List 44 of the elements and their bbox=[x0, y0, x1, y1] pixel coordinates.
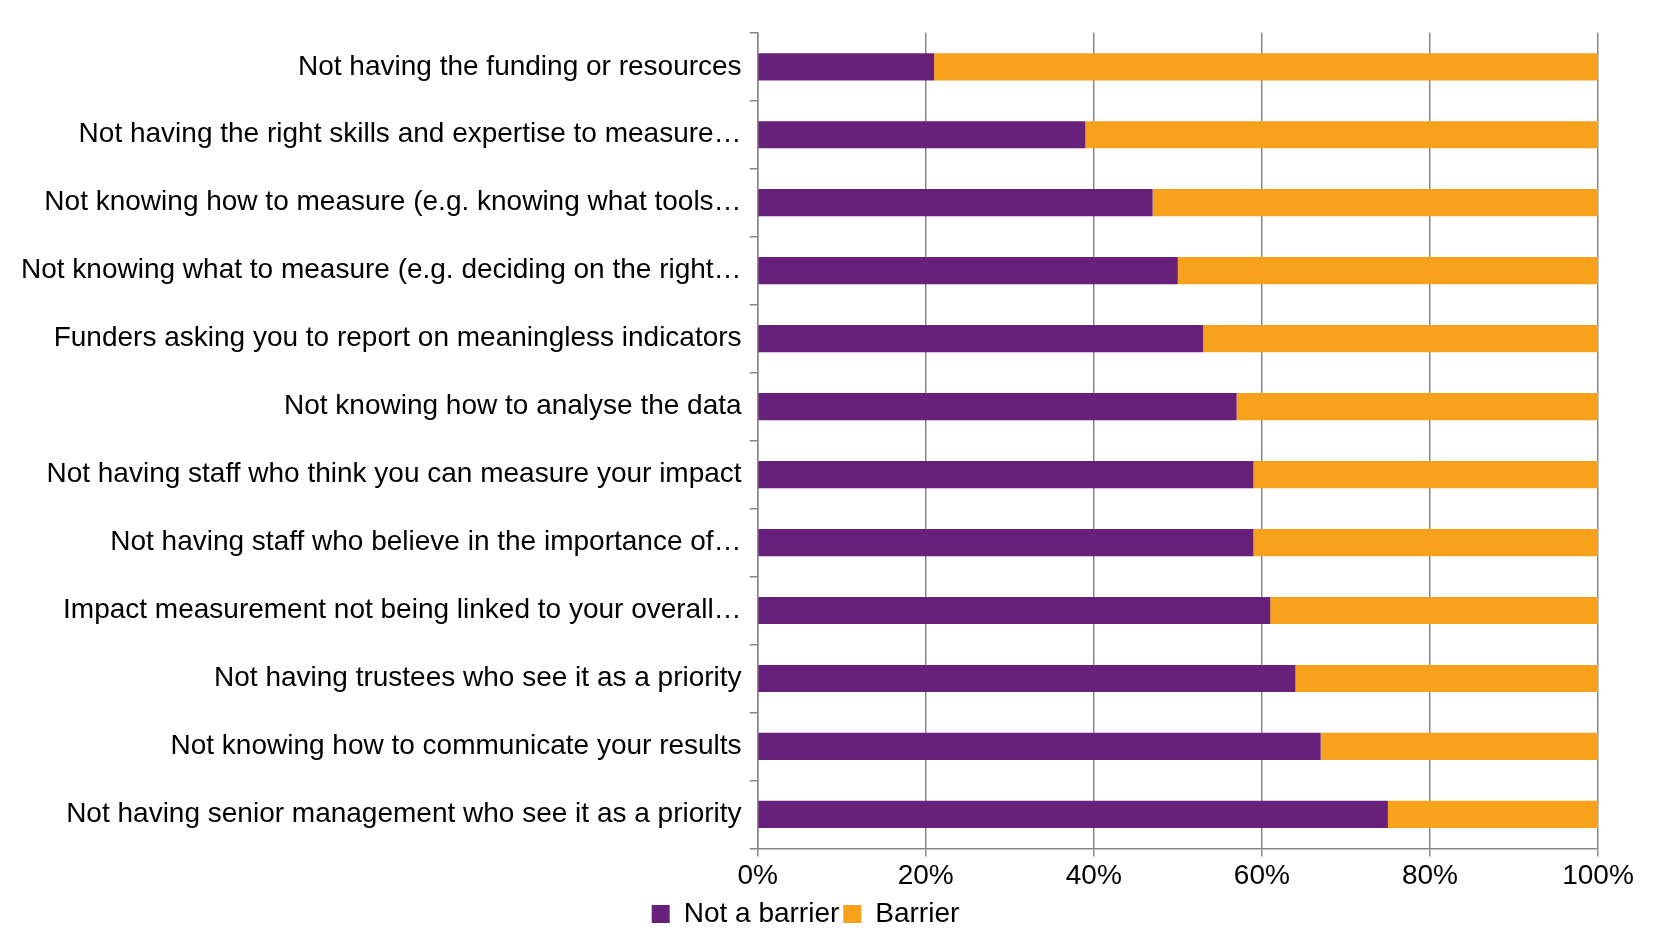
bar bbox=[758, 732, 1321, 761]
x-tick-label: 60% bbox=[1233, 858, 1290, 890]
bar bbox=[758, 393, 1237, 421]
y-tick-label: Impact measurement not being linked to your overall… bbox=[63, 593, 742, 625]
bar bbox=[1270, 596, 1598, 625]
y-tick-label: Not having trustees who see it as a priority bbox=[214, 661, 742, 693]
legend-label: Barrier bbox=[875, 896, 960, 928]
bar bbox=[758, 460, 1254, 489]
bar bbox=[1152, 189, 1598, 217]
bar bbox=[758, 325, 1204, 353]
bar bbox=[758, 257, 1178, 285]
y-tick-label: Not having the right skills and expertise to measure… bbox=[78, 117, 742, 149]
y-tick-label: Not knowing what to measure (e.g. deciding on the right… bbox=[20, 253, 742, 285]
bar bbox=[1295, 664, 1598, 693]
bar bbox=[758, 596, 1271, 625]
bar bbox=[1387, 800, 1598, 829]
bar bbox=[1253, 460, 1598, 489]
x-tick-label: 20% bbox=[897, 858, 954, 890]
bar bbox=[758, 800, 1388, 829]
y-tick-label: Not having senior management who see it as a priority bbox=[66, 797, 742, 829]
x-tick-label: 40% bbox=[1065, 858, 1122, 890]
bar bbox=[1177, 257, 1598, 285]
y-tick-label: Not knowing how to communicate your results bbox=[170, 729, 742, 761]
y-tick-label: Not having the funding or resources bbox=[298, 49, 742, 81]
x-tick-label: 0% bbox=[737, 858, 778, 890]
bar bbox=[1320, 732, 1598, 761]
bar bbox=[1085, 121, 1598, 149]
bar bbox=[1253, 528, 1598, 557]
y-tick-label: Not having staff who think you can measure your impact bbox=[46, 457, 742, 489]
y-tick-label: Not knowing how to analyse the data bbox=[283, 389, 743, 421]
bar bbox=[758, 189, 1153, 217]
bar bbox=[934, 53, 1598, 81]
bar bbox=[758, 664, 1296, 693]
bar bbox=[758, 53, 935, 81]
legend-label: Not a barrier bbox=[683, 896, 840, 928]
bar bbox=[758, 121, 1086, 149]
bar bbox=[1236, 393, 1598, 421]
y-tick-label: Not knowing how to measure (e.g. knowing what tools… bbox=[44, 185, 742, 217]
x-tick-label: 80% bbox=[1401, 858, 1458, 890]
bar bbox=[1203, 325, 1598, 353]
y-tick-label: Funders asking you to report on meaningless indicators bbox=[53, 321, 742, 353]
y-tick-label: Not having staff who believe in the importance of… bbox=[110, 525, 742, 557]
x-tick-label: 100% bbox=[1562, 858, 1634, 890]
bar bbox=[758, 528, 1254, 557]
